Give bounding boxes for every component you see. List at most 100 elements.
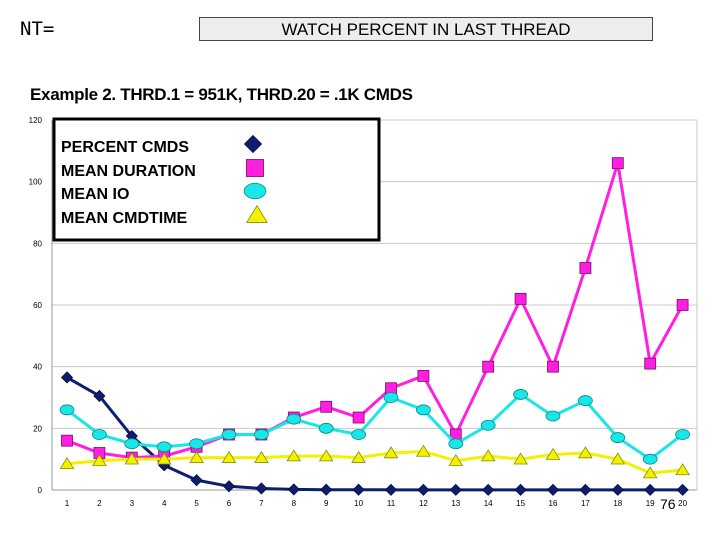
mean-io-point <box>675 429 690 440</box>
mean-io-point <box>578 395 593 406</box>
percent-cmds-point <box>384 483 398 496</box>
x-tick-label: 17 <box>581 499 590 508</box>
mean-duration-point <box>611 157 624 170</box>
y-tick-label: 100 <box>29 178 43 187</box>
mean-io-point <box>59 404 75 416</box>
mean-cmdtime-point <box>610 452 626 465</box>
x-tick-label: 3 <box>130 499 135 508</box>
percent-cmds-point <box>482 483 495 496</box>
series-mean-io <box>59 389 690 465</box>
mean-io-point <box>513 389 528 400</box>
legend-label-mean-io: MEAN IO <box>61 186 129 203</box>
mean-io-point <box>448 438 464 450</box>
mean-cmdtime-point <box>254 450 269 463</box>
x-tick-label: 15 <box>516 499 525 508</box>
percent-cmds-point <box>579 483 592 496</box>
mean-cmdtime-point <box>578 446 593 459</box>
mean-io-point <box>545 410 561 422</box>
mean-duration-point <box>676 299 689 311</box>
mean-duration-point <box>547 360 559 373</box>
percent-cmds-point <box>93 389 106 403</box>
mean-io-point <box>156 441 172 453</box>
percent-cmds-point <box>676 483 689 496</box>
x-tick-label: 19 <box>646 499 655 508</box>
mean-cmdtime-point <box>124 452 140 465</box>
legend-label-mean-cmdtime: MEAN CMDTIME <box>61 210 188 227</box>
mean-cmdtime-point <box>642 466 658 479</box>
mean-duration-point <box>579 262 592 274</box>
y-tick-label: 60 <box>33 301 42 310</box>
legend-marker-mean-cmdtime <box>246 204 268 223</box>
mean-io-point <box>610 432 626 443</box>
mean-io-point <box>286 413 302 425</box>
legend-box <box>52 117 381 242</box>
chart-subtitle: Example 2. THRD.1 = 951K, THRD.20 = .1K … <box>30 85 413 104</box>
series-percent-cmds <box>60 371 689 496</box>
mean-cmdtime-point <box>675 463 690 476</box>
mean-cmdtime-point <box>416 444 431 457</box>
mean-io-point <box>92 429 107 440</box>
mean-cmdtime-point <box>92 453 107 466</box>
x-tick-label: 8 <box>292 499 297 508</box>
y-tick-label: 120 <box>29 116 43 125</box>
mean-cmdtime-point <box>189 450 204 463</box>
nt-label: NT= <box>20 18 55 40</box>
x-tick-label: 2 <box>97 499 102 508</box>
y-tick-label: 20 <box>33 424 42 433</box>
percent-cmds-point <box>255 482 268 495</box>
page-title: WATCH PERCENT IN LAST THREAD <box>199 17 653 41</box>
mean-cmdtime-point <box>383 446 399 459</box>
y-tick-label: 80 <box>33 239 42 248</box>
mean-io-point <box>480 419 496 431</box>
percent-cmds-point <box>644 483 657 496</box>
mean-cmdtime-point <box>156 452 172 465</box>
x-tick-label: 14 <box>484 499 493 508</box>
x-tick-label: 12 <box>419 499 428 508</box>
mean-io-point <box>221 429 237 440</box>
legend-label-percent-cmds: PERCENT CMDS <box>61 139 189 156</box>
mean-duration-point <box>482 360 495 373</box>
x-tick-label: 18 <box>613 499 622 508</box>
x-tick-label: 16 <box>549 499 558 508</box>
mean-cmdtime-point <box>59 457 75 469</box>
legend-marker-mean-io <box>243 182 267 200</box>
mean-cmdtime-point <box>545 447 561 460</box>
x-tick-label: 6 <box>227 499 232 508</box>
mean-io-point <box>415 404 431 416</box>
x-tick-label: 11 <box>387 499 396 508</box>
x-tick-label: 7 <box>259 499 264 508</box>
y-tick-label: 0 <box>38 486 43 495</box>
percent-cmds-point <box>222 480 236 493</box>
mean-io-point <box>318 422 334 434</box>
percent-cmds-point <box>287 483 300 496</box>
percent-cmds-point <box>60 371 74 384</box>
mean-cmdtime-point <box>480 449 496 462</box>
mean-duration-point <box>417 370 430 382</box>
mean-cmdtime-line <box>66 449 683 475</box>
mean-io-point <box>253 429 269 440</box>
x-tick-label: 13 <box>451 499 460 508</box>
percent-cmds-point <box>449 483 462 496</box>
mean-io-point <box>351 429 367 440</box>
mean-duration-point <box>320 400 333 413</box>
x-tick-label: 9 <box>324 499 329 508</box>
legend: PERCENT CMDS MEAN DURATION MEAN IO MEAN CMD… <box>52 117 381 242</box>
legend-marker-mean-duration <box>246 159 264 177</box>
mean-cmdtime-point <box>351 450 366 463</box>
percent-cmds-point <box>417 483 430 496</box>
percent-cmds-point <box>611 483 624 496</box>
x-tick-label: 4 <box>162 499 167 508</box>
page-number: 76 <box>660 496 676 512</box>
percent-cmds-point <box>320 483 333 496</box>
mean-cmdtime-point <box>448 453 464 466</box>
legend-label-mean-duration: MEAN DURATION <box>61 163 196 180</box>
mean-cmdtime-point <box>318 449 334 462</box>
legend-marker-percent-cmds <box>243 134 263 154</box>
mean-io-point <box>124 438 140 450</box>
x-tick-label: 5 <box>194 499 199 508</box>
mean-duration-point <box>514 292 527 305</box>
mean-duration-point <box>644 357 657 370</box>
percent-cmds-line <box>66 376 683 492</box>
